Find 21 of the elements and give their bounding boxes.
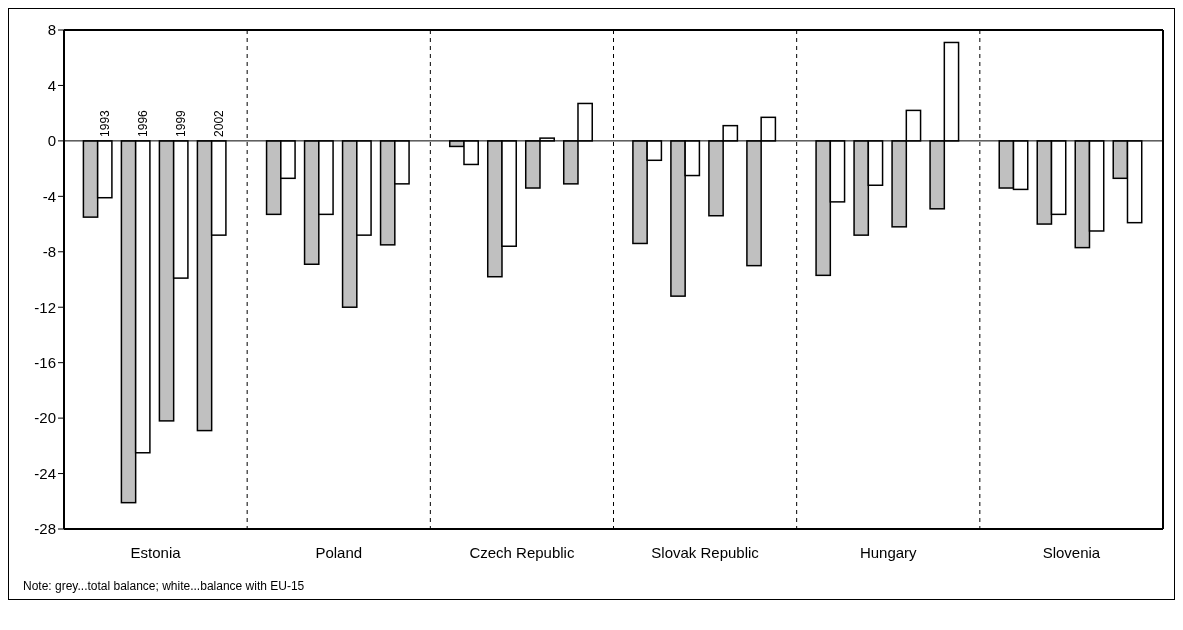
y-tick-label: -28 xyxy=(34,520,56,538)
text: Note: grey...total balance; white...balance with EU-15 xyxy=(22,579,306,595)
x-tick-label: Estonia xyxy=(130,543,182,561)
y-tick-label: -24 xyxy=(34,464,56,482)
text: 2002 xyxy=(211,109,226,137)
y-tick-label: -4 xyxy=(42,187,56,205)
y-tick-label: 8 xyxy=(47,21,56,39)
y-tick-label: 4 xyxy=(47,76,56,94)
x-tick-label: Hungary xyxy=(859,543,918,561)
x-tick-label: Slovak Republic xyxy=(651,543,760,561)
text: 1996 xyxy=(135,109,150,137)
y-tick-label: 0 xyxy=(47,132,56,150)
y-tick-label: -12 xyxy=(34,298,56,316)
text: 1993 xyxy=(97,109,112,137)
x-tick-label: Czech Republic xyxy=(469,543,575,561)
x-tick-label: Slovenia xyxy=(1042,543,1101,561)
y-tick-label: -20 xyxy=(34,409,56,427)
x-tick-label: Poland xyxy=(315,543,363,561)
y-tick-label: -8 xyxy=(42,243,56,261)
text: 1999 xyxy=(173,109,188,137)
y-tick-label: -16 xyxy=(34,353,56,371)
